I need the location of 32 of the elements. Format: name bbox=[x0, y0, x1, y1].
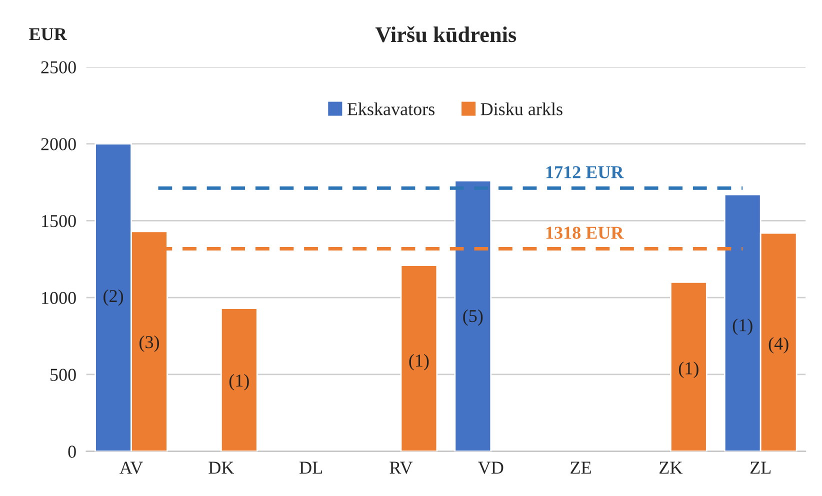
x-tick-label: VD bbox=[478, 462, 504, 474]
x-tick-label: ZL bbox=[750, 462, 771, 474]
y-tick-label: 0 bbox=[68, 446, 76, 458]
annotation: (4) bbox=[768, 337, 788, 354]
y-tick-label: 1500 bbox=[42, 214, 76, 228]
x-tick-label: AV bbox=[120, 462, 143, 474]
annotation: (1) bbox=[678, 362, 698, 378]
x-tick-label: ZK bbox=[660, 462, 683, 474]
x-tick-label: RV bbox=[390, 462, 413, 474]
y-tick-label: 2500 bbox=[41, 61, 76, 74]
y-tick-label: 2000 bbox=[41, 138, 76, 150]
x-tick-label: ZE bbox=[570, 462, 591, 474]
y-axis-title: EUR bbox=[29, 28, 68, 40]
bar bbox=[220, 308, 258, 452]
annotation: (1) bbox=[732, 318, 752, 335]
ref-line-label: 1318 EUR bbox=[546, 226, 624, 239]
bar bbox=[454, 180, 492, 452]
y-tick-label: 1000 bbox=[42, 292, 76, 304]
annotation: (5) bbox=[463, 309, 483, 326]
legend-label: Ekskavators bbox=[347, 102, 434, 116]
y-tick-label: 500 bbox=[50, 368, 76, 381]
annotation: (3) bbox=[140, 336, 159, 352]
x-tick-label: DL bbox=[300, 462, 322, 474]
x-tick-label: DK bbox=[208, 462, 234, 474]
chart-title: Viršu kūdrenis bbox=[375, 26, 516, 42]
annotation: (1) bbox=[409, 354, 429, 370]
annotation: (1) bbox=[229, 374, 249, 390]
ref-line-label: 1712 EUR bbox=[546, 166, 624, 178]
bar bbox=[400, 264, 438, 452]
legend-label: Disku arkls bbox=[480, 102, 562, 116]
bar bbox=[670, 282, 708, 452]
annotation: (2) bbox=[104, 289, 124, 306]
